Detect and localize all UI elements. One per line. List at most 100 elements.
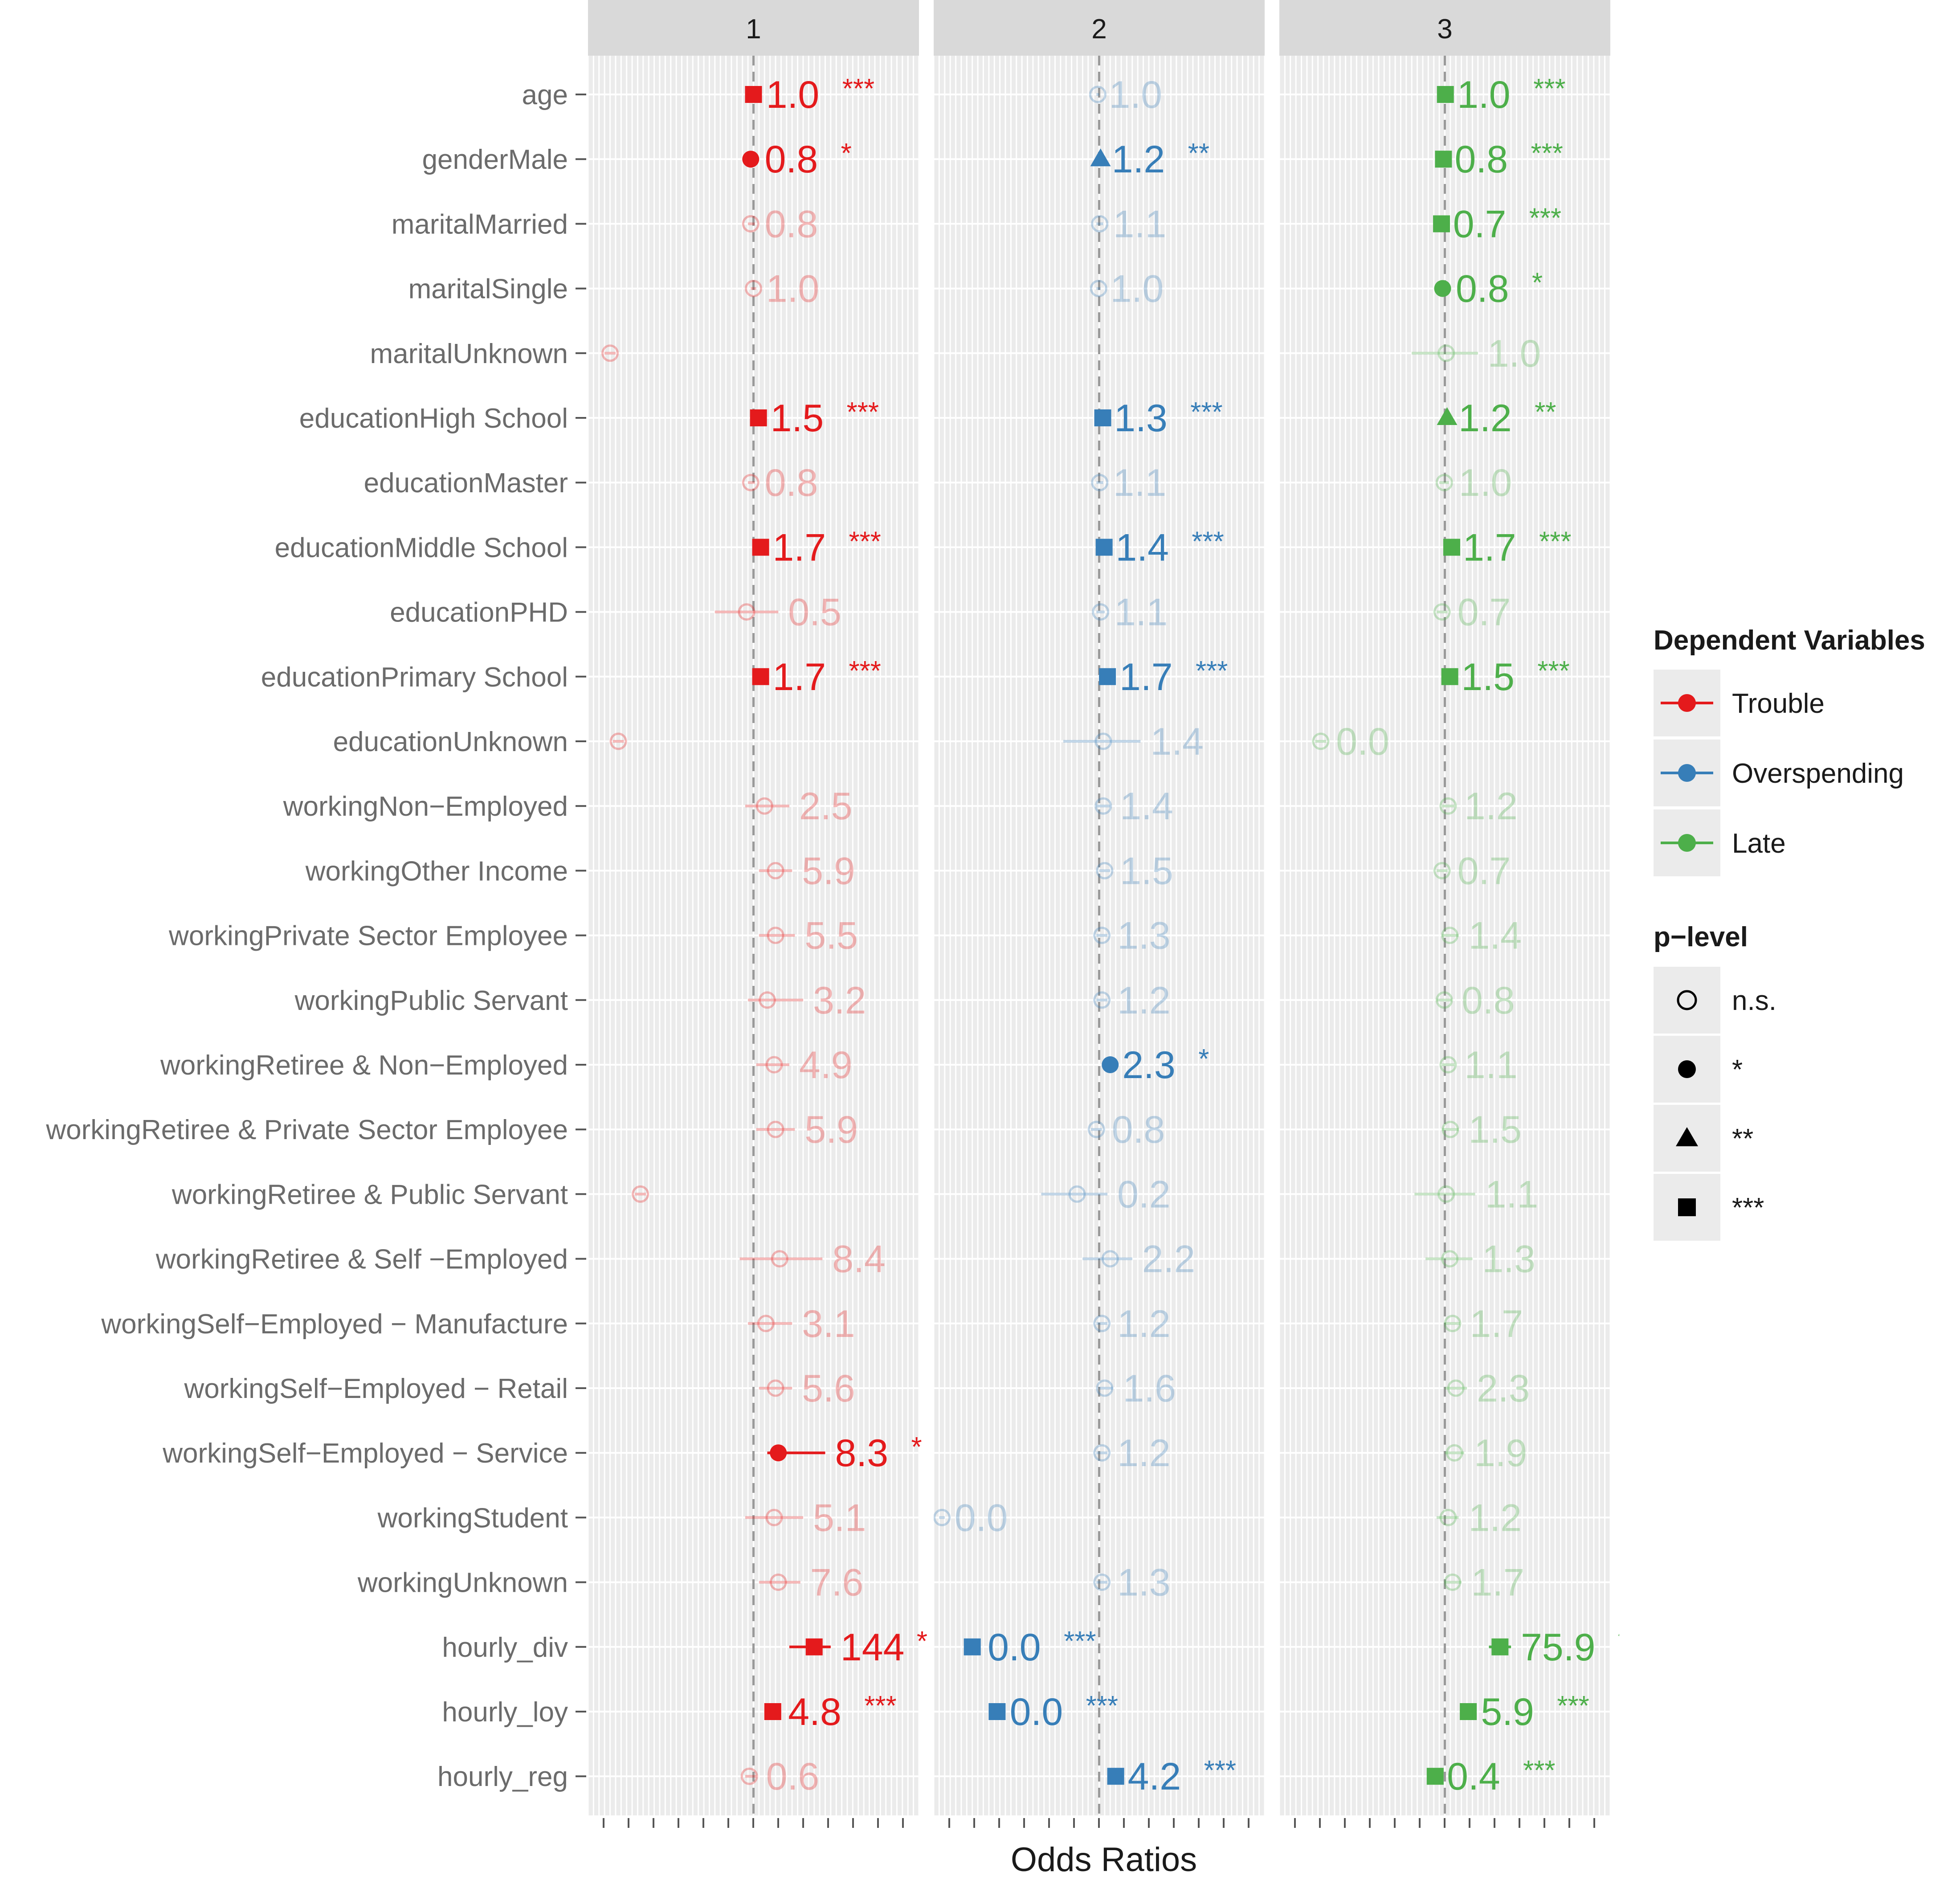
row-label: maritalSingle xyxy=(408,274,568,305)
facet-strip-label: 1 xyxy=(746,14,761,45)
legend-label: ** xyxy=(1732,1124,1753,1154)
data-point xyxy=(1433,215,1450,233)
data-point xyxy=(1435,474,1453,491)
data-point xyxy=(964,1638,981,1655)
significance-label: ** xyxy=(1535,397,1556,428)
row-label: educationPHD xyxy=(390,597,568,628)
value-label: 1.4 xyxy=(1120,785,1173,828)
value-label: 1.1 xyxy=(1113,462,1167,504)
value-label: 0.8 xyxy=(1112,1108,1165,1151)
data-point xyxy=(738,603,755,621)
row-label: workingUnknown xyxy=(357,1568,568,1598)
value-label: 1.2 xyxy=(1117,1432,1171,1475)
data-point xyxy=(742,215,760,233)
significance-label: *** xyxy=(917,1626,949,1657)
data-point xyxy=(1441,668,1458,685)
series-late: 1.0 *** 0.8 *** 0.7 *** 0.8 * 1.0 1.2 ** 1.0 1.7 *** 0… xyxy=(1312,74,1650,1798)
data-point xyxy=(1437,1185,1455,1203)
value-label: 5.9 xyxy=(802,850,855,892)
row-label: maritalMarried xyxy=(392,209,568,240)
data-point xyxy=(1091,474,1109,491)
legend-label: Late xyxy=(1732,828,1786,859)
value-label: 0.0 xyxy=(988,1626,1041,1669)
significance-label: *** xyxy=(1196,656,1228,687)
data-point xyxy=(1426,1768,1444,1785)
legend-point xyxy=(1678,764,1696,782)
legend-shape xyxy=(1677,990,1697,1010)
value-label: 1.2 xyxy=(1117,979,1171,1022)
data-point xyxy=(601,344,619,362)
data-point xyxy=(740,1767,758,1785)
significance-label: *** xyxy=(864,1691,896,1721)
value-label: 1.0 xyxy=(1111,268,1164,311)
data-point xyxy=(1439,1056,1457,1074)
value-label: 1.2 xyxy=(1112,138,1165,181)
data-point xyxy=(1460,1703,1477,1720)
value-label: 8.3 xyxy=(835,1432,888,1475)
significance-label: *** xyxy=(1557,1691,1589,1721)
value-label: 1.1 xyxy=(1485,1173,1539,1216)
row-label: educationUnknown xyxy=(333,727,568,757)
value-label: 0.8 xyxy=(1462,979,1515,1022)
value-label: 1.0 xyxy=(1109,74,1163,116)
value-label: 3.1 xyxy=(802,1303,855,1345)
significance-label: *** xyxy=(1618,1626,1650,1657)
value-label: 1.0 xyxy=(766,268,820,311)
value-label: 2.3 xyxy=(1122,1044,1176,1087)
significance-label: * xyxy=(1532,268,1543,298)
data-point xyxy=(745,86,762,103)
data-point xyxy=(1099,668,1116,685)
value-label: 1.5 xyxy=(771,397,824,440)
significance-label: *** xyxy=(1533,74,1565,104)
value-label: 1.5 xyxy=(1468,1108,1522,1151)
value-label: 1.6 xyxy=(1123,1367,1176,1410)
legend-label: * xyxy=(1732,1054,1743,1085)
value-label: 1.3 xyxy=(1117,1561,1171,1604)
data-point xyxy=(767,862,784,879)
data-point xyxy=(1441,1250,1459,1268)
legend-title-color: Dependent Variables xyxy=(1654,625,1925,656)
legend-point xyxy=(1678,694,1696,712)
value-label: 1.1 xyxy=(1464,1044,1518,1087)
value-label: 1.1 xyxy=(1113,203,1167,245)
significance-label: *** xyxy=(1529,203,1561,233)
value-label: 144 xyxy=(841,1626,905,1669)
facet-strip-label: 2 xyxy=(1091,14,1107,45)
data-point xyxy=(769,1573,787,1591)
row-label: workingRetiree & Public Servant xyxy=(172,1179,568,1210)
significance-label: * xyxy=(841,138,852,169)
value-label: 0.8 xyxy=(765,462,818,504)
data-point xyxy=(805,1638,823,1655)
value-label: 1.3 xyxy=(1117,915,1171,957)
facet-strip xyxy=(588,0,919,56)
value-label: 1.3 xyxy=(1114,397,1168,440)
data-point xyxy=(1435,151,1452,168)
data-point xyxy=(1444,1573,1462,1591)
data-point xyxy=(752,539,769,556)
data-point xyxy=(1092,603,1110,621)
value-label: 0.0 xyxy=(955,1496,1008,1539)
significance-label: *** xyxy=(1523,1755,1555,1786)
value-label: 3.2 xyxy=(813,979,866,1022)
value-label: 5.5 xyxy=(804,915,858,957)
value-label: 0.2 xyxy=(1117,1173,1171,1216)
data-point xyxy=(1096,1379,1114,1397)
value-label: 0.8 xyxy=(1456,268,1509,311)
data-point xyxy=(1101,1250,1119,1268)
row-label: workingPrivate Sector Employee xyxy=(168,921,568,952)
value-label: 2.5 xyxy=(799,785,853,828)
significance-label: * xyxy=(1198,1044,1209,1075)
data-point xyxy=(1102,1056,1119,1073)
value-label: 4.8 xyxy=(788,1691,841,1733)
row-labels: age genderMale maritalMarried maritalSingle… xyxy=(45,80,586,1792)
value-label: 1.2 xyxy=(1464,785,1518,828)
row-label: workingSelf−Employed − Manufacture xyxy=(101,1309,568,1340)
value-label: 2.2 xyxy=(1142,1238,1196,1281)
row-label: age xyxy=(522,80,568,110)
value-label: 4.9 xyxy=(799,1044,853,1087)
row-label: educationMiddle School xyxy=(275,532,568,563)
data-point xyxy=(1087,1120,1105,1138)
value-label: 0.0 xyxy=(1336,720,1389,763)
value-label: 1.0 xyxy=(1457,74,1511,116)
value-label: 2.3 xyxy=(1477,1367,1530,1410)
